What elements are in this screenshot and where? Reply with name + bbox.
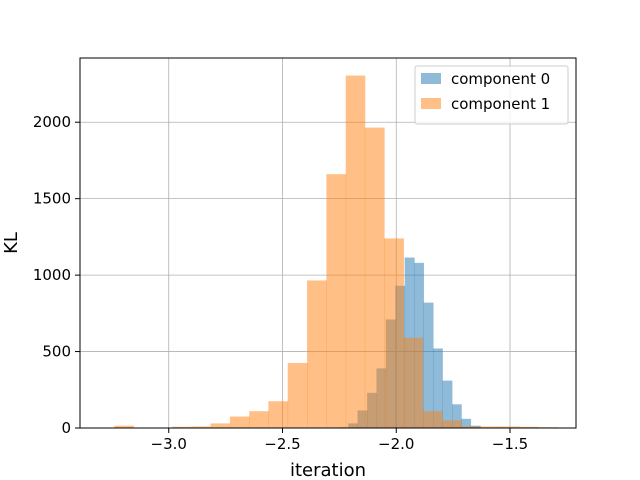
bar-series-1 xyxy=(114,425,134,428)
bar-series-1 xyxy=(461,426,482,428)
x-tick-label: −2.0 xyxy=(378,435,414,453)
bar-series-1 xyxy=(422,411,443,428)
legend-swatch-1 xyxy=(421,98,441,109)
bar-series-1 xyxy=(287,363,308,428)
bar-series-1 xyxy=(268,401,289,428)
y-tick-label: 1500 xyxy=(33,190,71,208)
bar-series-1 xyxy=(480,426,501,428)
bar-series-1 xyxy=(172,426,192,428)
legend: component 0 component 1 xyxy=(414,65,569,125)
bar-series-1 xyxy=(364,127,385,429)
legend-swatch-0 xyxy=(421,73,441,84)
bar-series-0 xyxy=(452,404,462,428)
bar-series-1 xyxy=(307,280,327,428)
bar-series-1 xyxy=(403,337,424,428)
y-tick-label: 500 xyxy=(42,343,71,361)
x-axis-label: iteration xyxy=(290,460,366,480)
histogram-bars xyxy=(114,75,559,429)
bar-series-1 xyxy=(500,426,520,428)
bar-series-1 xyxy=(519,426,539,428)
y-tick-label: 2000 xyxy=(33,113,71,131)
legend-box xyxy=(414,65,569,125)
bar-series-0 xyxy=(423,302,434,428)
x-tick-label: −1.5 xyxy=(492,435,528,453)
bar-series-0 xyxy=(433,348,443,428)
bar-series-1 xyxy=(210,423,231,428)
bar-series-1 xyxy=(229,416,250,428)
legend-label-1: component 1 xyxy=(451,95,550,113)
legend-label-0: component 0 xyxy=(451,70,550,88)
x-tick-label: −2.5 xyxy=(264,435,300,453)
axis-ticks: −3.0 −2.5 −2.0 −1.5 0 500 1000 1500 2000 xyxy=(33,113,528,453)
plot-frame xyxy=(79,57,577,429)
bar-series-1 xyxy=(326,174,347,428)
y-tick-label: 0 xyxy=(61,419,71,437)
bar-series-0 xyxy=(461,418,472,428)
y-axis-label: KL xyxy=(1,232,22,254)
bar-series-1 xyxy=(345,75,366,428)
bar-series-1 xyxy=(384,238,404,428)
bar-series-1 xyxy=(249,411,269,428)
x-tick-label: −3.0 xyxy=(151,435,187,453)
bar-series-1 xyxy=(191,426,211,428)
bar-series-0 xyxy=(442,380,453,428)
bar-series-1 xyxy=(441,420,462,428)
y-tick-label: 1000 xyxy=(33,266,71,284)
